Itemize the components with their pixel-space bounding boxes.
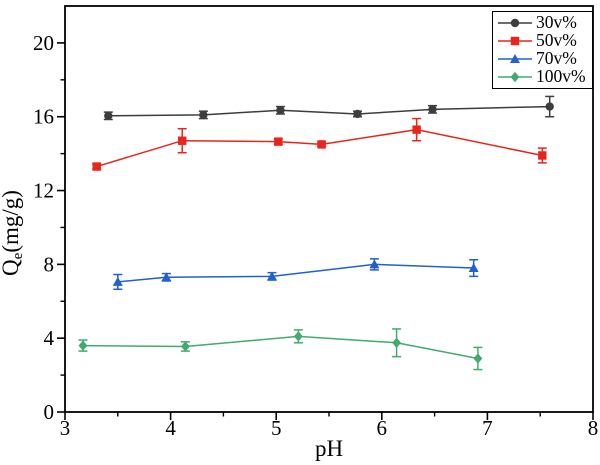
- legend-marker: [498, 54, 532, 63]
- x-tick-label: 5: [271, 416, 282, 440]
- legend-marker-glyph: [510, 36, 520, 46]
- data-point-marker: [266, 271, 277, 281]
- series-line: [96, 128, 543, 168]
- legend-item-30v%: 30v%: [497, 14, 592, 32]
- y-axis-title: Qe(mg/g): [0, 190, 26, 276]
- data-point-marker: [412, 125, 421, 134]
- data-point-marker: [428, 105, 437, 114]
- legend-marker: [498, 18, 532, 28]
- legend-item-100v%: 100v%: [497, 68, 592, 86]
- data-point-marker: [276, 106, 285, 115]
- data-point-marker: [78, 340, 88, 351]
- y-tick-label: 8: [44, 252, 55, 276]
- data-point-marker: [392, 337, 401, 348]
- data-point-marker: [161, 272, 172, 282]
- data-point-marker: [199, 110, 208, 120]
- series-line: [117, 263, 474, 283]
- legend-marker: [498, 71, 532, 83]
- data-point-marker: [178, 136, 187, 145]
- x-tick-label: 4: [165, 416, 176, 440]
- y-tick-label: 16: [33, 105, 54, 129]
- legend-label: 70v%: [536, 48, 577, 69]
- y-tick-label: 4: [44, 326, 55, 350]
- data-point-marker: [473, 353, 483, 364]
- data-point-marker: [468, 263, 479, 273]
- data-point-marker: [274, 137, 283, 146]
- series-30v%: [103, 95, 555, 121]
- data-point-marker: [104, 111, 113, 121]
- data-point-marker: [317, 140, 326, 149]
- data-point-marker: [545, 102, 554, 111]
- legend-label: 30v%: [536, 12, 577, 33]
- y-tick-label: 0: [44, 400, 55, 424]
- legend: 30v% 50v% 70v% 100v%: [492, 11, 593, 89]
- series-100v%: [78, 328, 483, 371]
- legend-label: 50v%: [536, 30, 577, 51]
- legend-item-70v%: 70v%: [497, 50, 592, 68]
- series-line: [108, 105, 550, 117]
- series-50v%: [92, 117, 547, 171]
- x-axis-title: pH: [315, 436, 343, 461]
- data-point-marker: [369, 259, 380, 269]
- x-tick-label: 6: [377, 416, 388, 440]
- data-point-marker: [92, 162, 101, 171]
- y-tick-label: 12: [33, 179, 54, 203]
- data-point-marker: [293, 331, 303, 342]
- series-line: [82, 335, 479, 360]
- legend-item-50v%: 50v%: [497, 32, 592, 50]
- data-point-marker: [353, 109, 362, 119]
- x-tick-label: 7: [482, 416, 493, 440]
- legend-marker-glyph: [510, 54, 520, 63]
- x-tick-label: 3: [60, 416, 71, 440]
- legend-marker: [498, 36, 532, 46]
- legend-label: 100v%: [536, 66, 586, 87]
- x-tick-label: 8: [588, 416, 599, 440]
- legend-marker-glyph: [510, 71, 520, 83]
- y-tick-label: 20: [33, 31, 54, 55]
- data-point-marker: [538, 151, 547, 160]
- legend-marker-glyph: [510, 18, 520, 28]
- data-point-marker: [112, 276, 123, 286]
- series-70v%: [112, 258, 479, 291]
- data-point-marker: [180, 341, 190, 352]
